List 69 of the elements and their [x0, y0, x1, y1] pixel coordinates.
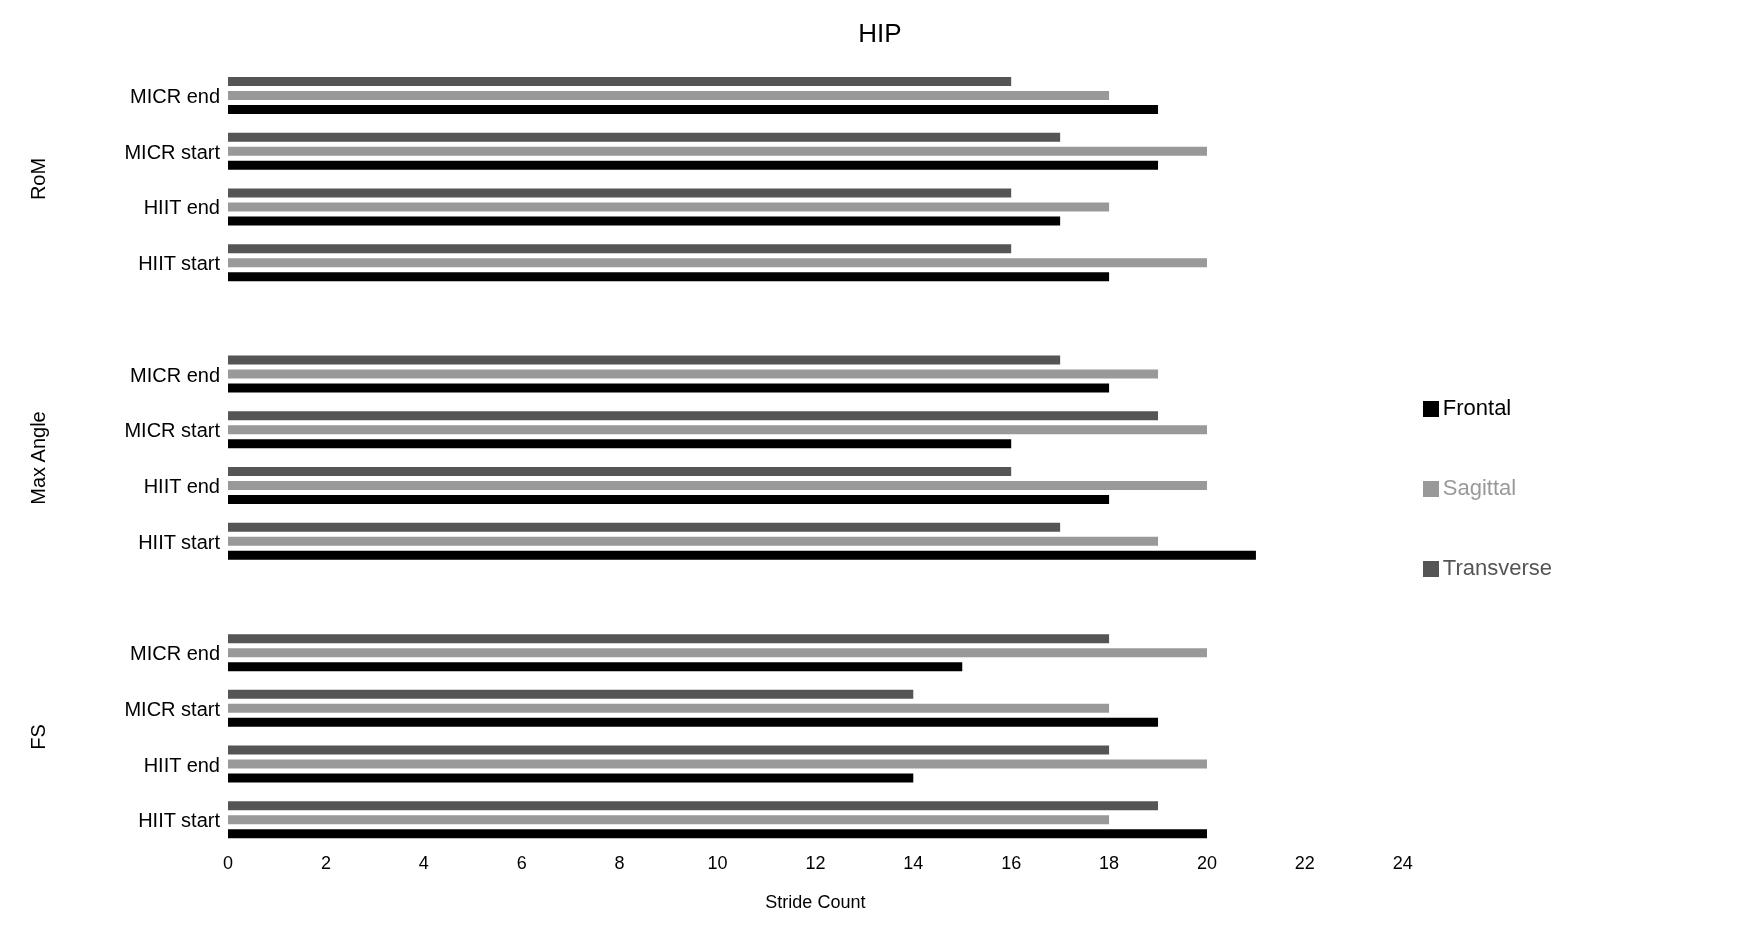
x-tick-label: 14 — [903, 852, 924, 873]
y-tick-label: MICR end — [129, 363, 220, 386]
y-tick-label: MICR start — [124, 697, 221, 720]
x-tick-label: 8 — [614, 852, 625, 873]
legend-label: Frontal — [1442, 395, 1512, 420]
bar — [228, 439, 1012, 449]
x-tick-label: 4 — [418, 852, 429, 873]
bar — [228, 146, 1207, 156]
y-tick-label: HIIT end — [143, 753, 220, 776]
text: RoM — [26, 158, 50, 201]
y-tick-label: MICR end — [129, 84, 220, 107]
bar — [228, 662, 963, 672]
x-tick-label: 20 — [1196, 852, 1217, 873]
bar — [228, 258, 1207, 268]
bar — [228, 411, 1159, 421]
bar — [228, 355, 1061, 365]
bar — [228, 105, 1159, 114]
y-tick-label: HIIT start — [138, 252, 221, 275]
y-tick-label: HIIT end — [143, 474, 220, 497]
bar — [228, 689, 914, 699]
bar — [228, 634, 1110, 644]
bar — [228, 717, 1159, 727]
bar — [228, 773, 914, 783]
bar — [228, 91, 1110, 100]
x-tick-label: 16 — [1001, 852, 1022, 873]
bar — [228, 425, 1207, 435]
bar — [228, 536, 1159, 546]
x-tick-label: 24 — [1392, 852, 1413, 873]
y-tick-label: HIIT start — [138, 530, 221, 553]
x-tick-label: 0 — [222, 852, 234, 873]
bar — [228, 467, 1012, 476]
bar — [228, 745, 1110, 755]
bar — [228, 383, 1110, 393]
bar — [228, 132, 1061, 142]
x-tick-label: 6 — [516, 852, 527, 873]
y-tick-label: MICR end — [129, 642, 220, 665]
y-tick-label: MICR start — [124, 140, 221, 163]
bar — [228, 216, 1061, 226]
x-tick-label: 22 — [1294, 852, 1315, 873]
bar — [228, 829, 1207, 839]
bar — [228, 522, 1061, 532]
bar — [228, 481, 1207, 490]
bar — [228, 244, 1012, 254]
x-tick-label: 12 — [805, 852, 826, 873]
bar — [228, 77, 1012, 86]
bar — [228, 495, 1110, 504]
y-tick-label: HIIT end — [143, 196, 220, 219]
x-tick-label: 2 — [320, 852, 331, 873]
chart-title: HIP — [857, 17, 903, 50]
text: FS — [26, 723, 50, 750]
x-tick-label: 18 — [1099, 852, 1120, 873]
bar — [228, 160, 1159, 170]
legend-label: Transverse — [1442, 555, 1552, 580]
bar — [228, 703, 1110, 713]
bar — [228, 801, 1159, 811]
legend-label: Sagittal — [1442, 475, 1517, 500]
bar — [228, 759, 1207, 769]
x-axis-title: Stride Count — [765, 892, 866, 912]
y-tick-label: MICR start — [124, 419, 221, 442]
bar — [228, 815, 1110, 825]
text: Max Angle — [26, 411, 50, 505]
bar — [228, 550, 1256, 560]
bar — [228, 188, 1012, 198]
bar — [228, 648, 1207, 658]
bar — [228, 202, 1110, 212]
x-tick-label: 10 — [707, 852, 728, 873]
y-tick-label: HIIT start — [138, 809, 221, 832]
bar — [228, 369, 1159, 379]
bar — [228, 272, 1110, 282]
